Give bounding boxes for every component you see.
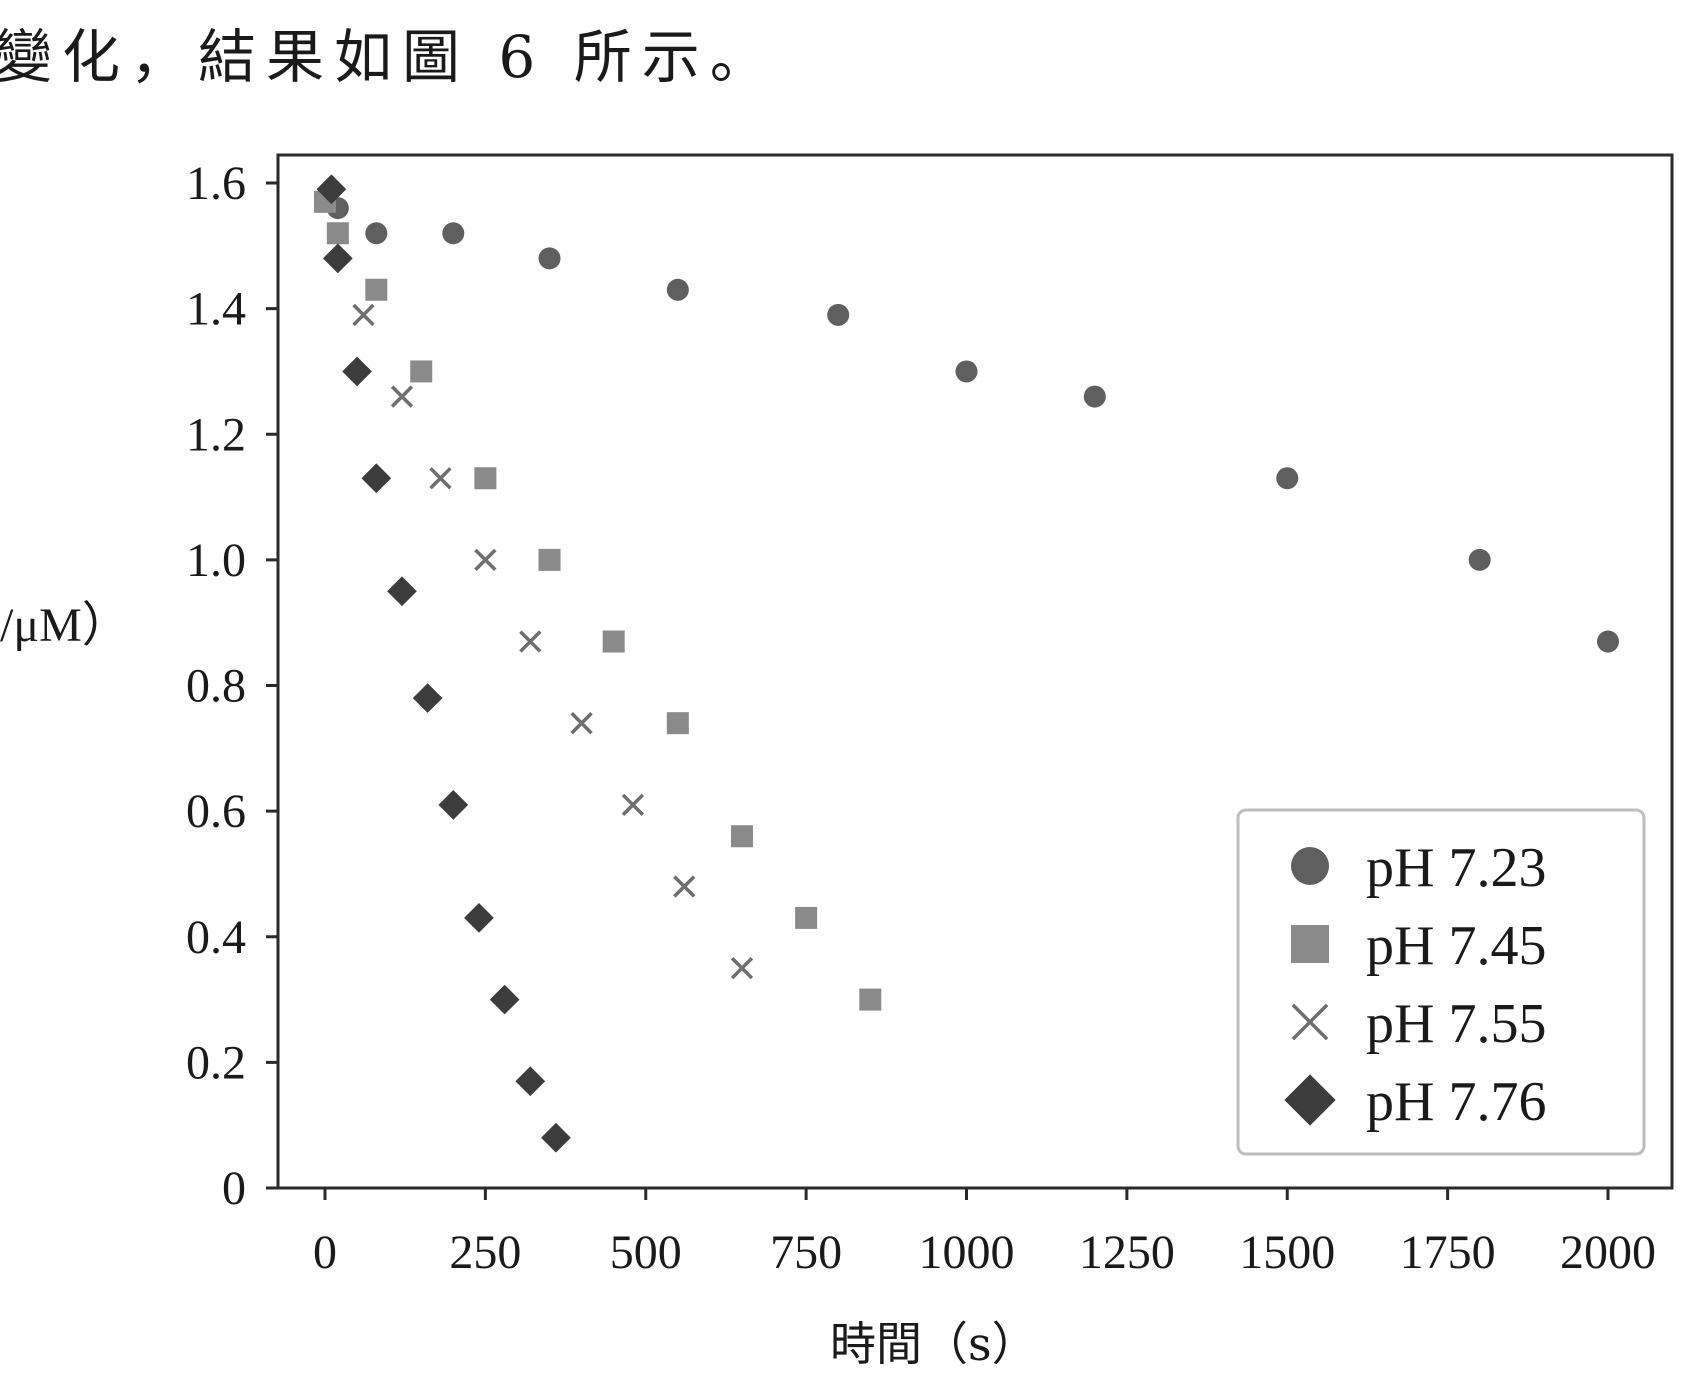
data-point bbox=[365, 222, 388, 245]
data-point bbox=[666, 712, 689, 735]
x-tick-label: 0 bbox=[313, 1226, 337, 1279]
data-point bbox=[1468, 548, 1491, 571]
data-point bbox=[955, 360, 978, 383]
data-point bbox=[438, 789, 469, 820]
x-tick-label: 1500 bbox=[1239, 1226, 1335, 1279]
data-point bbox=[621, 793, 645, 816]
data-point bbox=[538, 548, 561, 571]
plot-frame bbox=[276, 153, 1674, 1190]
x-tick-label: 1250 bbox=[1079, 1226, 1175, 1279]
data-point bbox=[859, 988, 882, 1011]
y-tick-label: 1.2 bbox=[186, 408, 246, 461]
y-tick-label: 0.6 bbox=[186, 785, 246, 838]
data-point bbox=[730, 957, 754, 980]
data-point bbox=[538, 247, 561, 270]
legend-marker bbox=[1284, 1074, 1336, 1126]
y-tick-label: 0.4 bbox=[186, 911, 246, 964]
data-point bbox=[1597, 630, 1619, 653]
caption-text: 變化，結果如圖 6 所示。 bbox=[0, 23, 778, 91]
data-point bbox=[442, 222, 465, 245]
legend-box bbox=[1236, 808, 1646, 1156]
legend-marker bbox=[1291, 847, 1329, 885]
y-tick-label: 1.6 bbox=[186, 157, 246, 210]
data-point bbox=[602, 630, 625, 653]
legend-label: pH 7.45 bbox=[1366, 915, 1546, 977]
data-point bbox=[474, 548, 497, 572]
x-tick-label: 2000 bbox=[1560, 1226, 1656, 1279]
data-point bbox=[412, 683, 443, 713]
data-point bbox=[541, 1122, 571, 1153]
legend-label: pH 7.76 bbox=[1366, 1071, 1546, 1133]
x-tick-label: 250 bbox=[449, 1226, 521, 1279]
data-point bbox=[795, 906, 818, 929]
data-point bbox=[361, 463, 392, 494]
data-point bbox=[666, 278, 689, 301]
data-point bbox=[730, 825, 753, 848]
data-point bbox=[519, 630, 542, 653]
x-tick-label: 750 bbox=[770, 1226, 842, 1279]
y-axis-label: /μM） bbox=[0, 599, 130, 652]
data-point bbox=[390, 385, 414, 408]
y-tick-label: 1.4 bbox=[186, 283, 246, 336]
legend-label: pH 7.23 bbox=[1366, 837, 1546, 899]
data-point bbox=[827, 303, 850, 326]
data-point bbox=[410, 360, 433, 383]
legend-label: pH 7.55 bbox=[1366, 993, 1546, 1055]
y-tick-label: 0 bbox=[222, 1162, 246, 1215]
x-tick-label: 500 bbox=[610, 1226, 682, 1279]
data-point bbox=[342, 356, 372, 387]
legend-marker bbox=[1291, 1003, 1329, 1041]
y-tick-label: 0.8 bbox=[186, 660, 246, 713]
data-point bbox=[352, 303, 375, 327]
data-point bbox=[429, 467, 452, 490]
data-point bbox=[365, 278, 388, 301]
data-point bbox=[316, 174, 347, 205]
data-point bbox=[387, 576, 417, 607]
y-tick-label: 0.2 bbox=[186, 1036, 246, 1089]
data-point bbox=[673, 875, 696, 898]
data-point bbox=[326, 222, 349, 245]
data-point bbox=[322, 243, 353, 274]
x-tick-label: 1000 bbox=[919, 1226, 1015, 1279]
data-point bbox=[515, 1066, 546, 1097]
data-point bbox=[1083, 385, 1106, 408]
data-point bbox=[464, 903, 494, 933]
x-tick-label: 1750 bbox=[1400, 1226, 1496, 1279]
data-point bbox=[1276, 467, 1299, 490]
data-point bbox=[570, 712, 593, 735]
y-tick-label: 1.0 bbox=[186, 534, 246, 587]
data-point bbox=[474, 467, 497, 490]
legend-marker bbox=[1291, 925, 1329, 963]
data-point bbox=[489, 984, 520, 1015]
